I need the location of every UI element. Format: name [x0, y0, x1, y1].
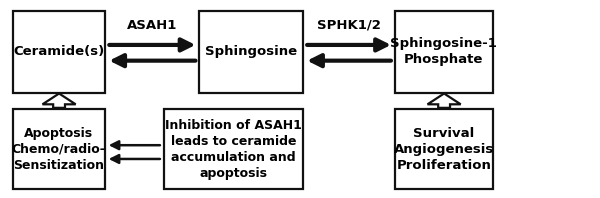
Text: Survival
Angiogenesis
Proliferation: Survival Angiogenesis Proliferation — [394, 127, 494, 172]
Polygon shape — [43, 93, 76, 108]
Text: Sphingosine: Sphingosine — [205, 45, 298, 58]
FancyBboxPatch shape — [164, 109, 303, 189]
Text: Inhibition of ASAH1
leads to ceramide
accumulation and
apoptosis: Inhibition of ASAH1 leads to ceramide ac… — [165, 119, 302, 180]
Text: ASAH1: ASAH1 — [127, 19, 177, 32]
FancyBboxPatch shape — [395, 10, 493, 93]
Text: Ceramide(s): Ceramide(s) — [13, 45, 104, 58]
Text: Sphingosine-1
Phosphate: Sphingosine-1 Phosphate — [391, 37, 497, 66]
FancyBboxPatch shape — [395, 109, 493, 189]
Polygon shape — [428, 93, 461, 108]
FancyBboxPatch shape — [13, 109, 104, 189]
FancyBboxPatch shape — [13, 10, 104, 93]
Text: SPHK1/2: SPHK1/2 — [317, 19, 380, 32]
Text: Apoptosis
Chemo/radio-
Sensitization: Apoptosis Chemo/radio- Sensitization — [12, 127, 106, 172]
FancyBboxPatch shape — [199, 10, 303, 93]
